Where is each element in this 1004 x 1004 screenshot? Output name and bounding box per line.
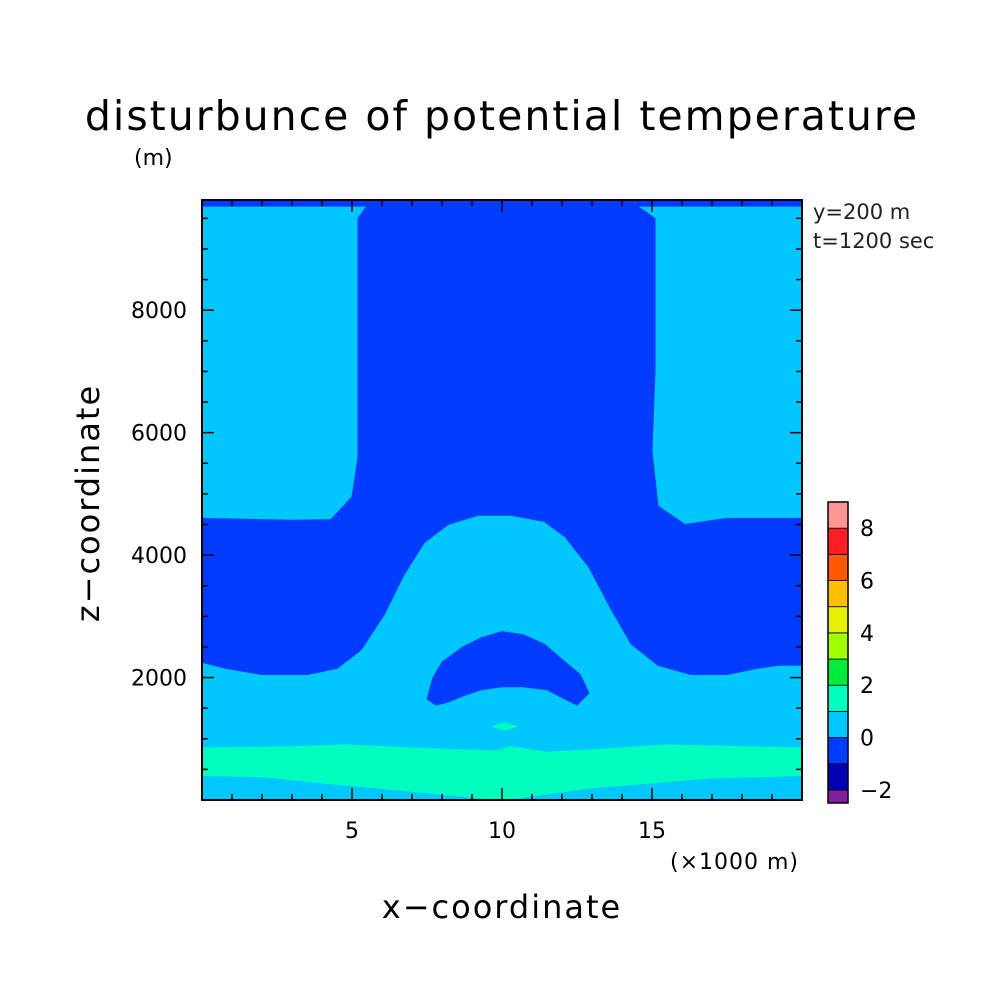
colorbar-tick-label: 2 [860,674,874,699]
contour-region-near-surface-band [202,744,802,800]
axis-ticks: 5 10 15 2000 4000 6000 8000 [131,200,802,844]
y-tick-label: 6000 [131,422,187,447]
colorbar-tick-label: 4 [860,622,874,647]
contour-regions [202,200,802,800]
y-unit-label: (m) [134,146,173,171]
colorbar-swatch [827,763,849,791]
contour-region-small-warm-spot [492,722,518,731]
x-tick-label: 15 [638,819,666,844]
colorbar-swatch [827,710,849,738]
colorbar-swatch [827,527,849,555]
annotation-time: t=1200 sec [813,229,935,253]
colorbar-swatch [827,606,849,634]
colorbar-swatch [827,501,849,529]
contour-region-lower-cold-bubble [426,631,590,706]
y-tick-label: 4000 [131,544,187,569]
colorbar-swatch [827,553,849,581]
colorbar-tick-label: 0 [860,727,874,752]
x-axis-label: x−coordinate [381,888,623,926]
y-tick-label: 2000 [131,667,187,692]
contour-region-central-plume [202,205,802,675]
colorbar-swatch [827,658,849,686]
y-tick-label: 8000 [131,299,187,324]
colorbar-tick-label: 8 [860,517,874,542]
colorbar-tick-label: −2 [860,779,892,804]
x-unit-label: (×1000 m) [670,850,800,875]
colorbar: −2 0 2 4 6 8 [827,501,892,804]
colorbar-swatch [827,737,849,765]
colorbar-frame [827,501,849,804]
colorbar-swatch [827,580,849,608]
chart-title: disturbunce of potential temperature [84,92,920,140]
annotation-y-position: y=200 m [813,200,911,224]
colorbar-swatch [827,789,849,804]
x-tick-label: 5 [345,819,359,844]
x-tick-label: 10 [488,819,516,844]
colorbar-swatch [827,684,849,712]
colorbar-tick-label: 6 [860,570,874,595]
colorbar-swatch [827,632,849,660]
